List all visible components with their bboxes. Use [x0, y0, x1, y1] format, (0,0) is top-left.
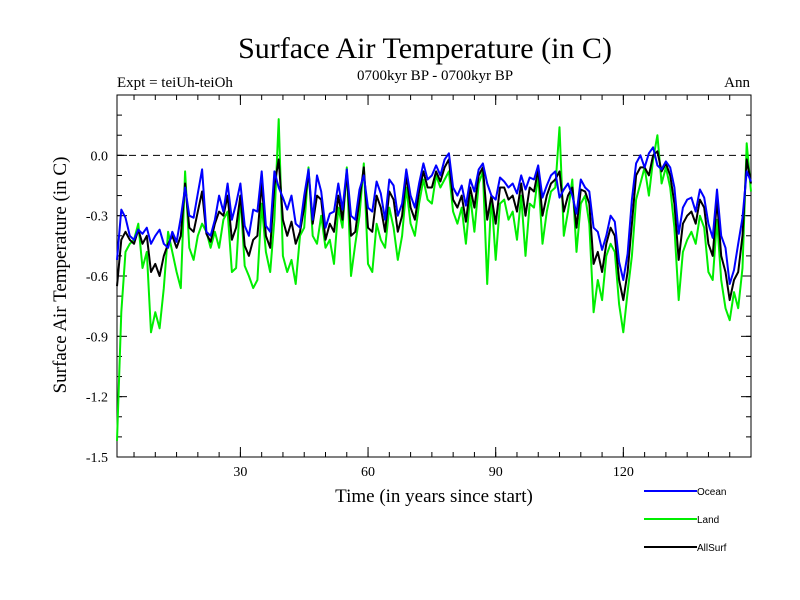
y-tick-label: -0.9	[86, 330, 108, 345]
plot-area: -1.5 -1.2 -0.9 -0.6 -0.3 0.0 30 60 90 120	[86, 94, 752, 480]
x-axis-label: Time (in years since start)	[335, 486, 533, 507]
series-line-allsurf	[116, 150, 752, 302]
x-tick-label: 120	[613, 465, 634, 480]
y-tick-label: -1.2	[86, 391, 108, 406]
chart-subtitle-right: Ann	[724, 75, 750, 91]
y-tick-label: 0.0	[91, 149, 109, 164]
chart-title: Surface Air Temperature (in C)	[238, 32, 612, 65]
chart-subtitle-center: 0700kyr BP - 0700kyr BP	[357, 68, 513, 84]
x-tick-label: 30	[233, 465, 247, 480]
legend-label-land: Land	[697, 515, 719, 526]
x-tick-label: 60	[361, 465, 375, 480]
series-line-ocean	[116, 146, 752, 285]
chart-subtitle-left: Expt = teiUh-teiOh	[117, 75, 233, 91]
x-tick-label: 90	[489, 465, 503, 480]
legend-label-ocean: Ocean	[697, 487, 726, 498]
y-tick-label: -1.5	[86, 451, 108, 466]
y-tick-label: -0.3	[86, 210, 108, 225]
legend: Ocean Land AllSurf	[644, 487, 727, 554]
legend-label-allsurf: AllSurf	[697, 543, 727, 554]
y-axis-label: Surface Air Temperature (in C)	[50, 157, 71, 394]
series-line-land	[116, 118, 752, 441]
y-tick-label: -0.6	[86, 270, 108, 285]
